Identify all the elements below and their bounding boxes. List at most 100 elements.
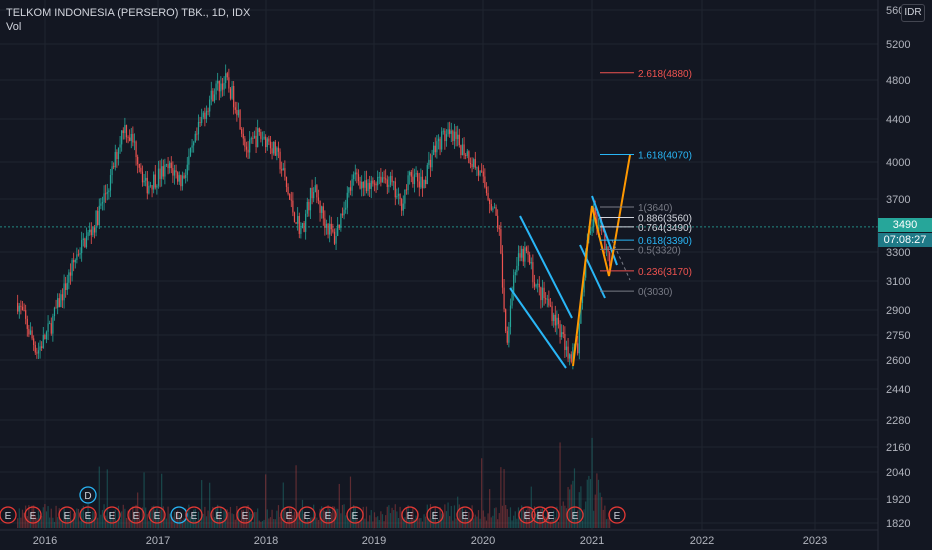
fib-level-label: 0.618(3390) xyxy=(638,236,692,247)
volume-bar xyxy=(522,506,524,528)
candle xyxy=(151,185,153,190)
candle xyxy=(317,197,320,201)
time-tick-label: 2016 xyxy=(33,535,57,547)
candle xyxy=(277,147,280,152)
candle xyxy=(503,287,505,310)
event-marker-label: E xyxy=(216,511,223,522)
candle xyxy=(258,128,260,133)
candle xyxy=(146,177,148,194)
volume-bar xyxy=(593,510,595,528)
price-tick-label: 2040 xyxy=(886,467,910,479)
volume-bar xyxy=(85,519,88,528)
candle xyxy=(450,130,452,134)
candle xyxy=(125,125,128,138)
candle xyxy=(538,283,540,288)
candle xyxy=(81,239,83,254)
candle xyxy=(549,305,552,307)
volume-bar xyxy=(95,516,97,528)
candle xyxy=(497,215,499,228)
volume-bar xyxy=(146,514,148,528)
candle xyxy=(122,130,124,134)
event-marker xyxy=(280,506,298,524)
volume-bar xyxy=(471,505,473,528)
candle xyxy=(378,176,380,178)
volume-bar xyxy=(498,513,500,528)
candle xyxy=(183,175,185,178)
volume-bar xyxy=(385,515,387,528)
event-marker-label: E xyxy=(524,511,531,522)
volume-bar xyxy=(50,508,52,528)
candle xyxy=(127,137,129,139)
volume-bar xyxy=(559,442,561,528)
candle xyxy=(68,272,70,283)
event-marker-label: E xyxy=(325,511,332,522)
volume-bar xyxy=(524,510,526,528)
volume-bar xyxy=(119,518,121,528)
volume-label[interactable]: Vol xyxy=(6,21,22,33)
candle xyxy=(17,302,19,312)
time-tick-label: 2019 xyxy=(362,535,386,547)
candle xyxy=(300,228,302,234)
candle xyxy=(252,138,254,139)
volume-bar xyxy=(404,517,406,528)
volume-bar xyxy=(45,511,48,528)
candle xyxy=(153,174,155,190)
volume-bar xyxy=(266,509,268,528)
candle xyxy=(18,305,20,312)
volume-bar xyxy=(551,520,553,528)
candle xyxy=(44,335,46,340)
volume-bar xyxy=(109,512,112,528)
candle xyxy=(561,332,563,338)
event-markers[interactable]: E E E E E E E D E E E E E E E E E E E E E E ED xyxy=(0,486,626,524)
candle xyxy=(369,182,371,189)
volume-bar xyxy=(289,508,291,528)
candle xyxy=(337,224,339,237)
price-tick-label: 2750 xyxy=(886,330,910,342)
volume-bar xyxy=(458,504,460,528)
volume-bar xyxy=(71,519,73,528)
volume-bar xyxy=(412,507,414,528)
volume-bar xyxy=(169,513,171,528)
volume-bar xyxy=(314,517,316,528)
candle xyxy=(303,222,305,232)
volume-bar xyxy=(508,516,510,528)
time-axis[interactable]: 2016 2017 2018 2019 2020 2021 2022 2023 xyxy=(33,535,827,547)
volume-bar xyxy=(410,512,412,528)
volume-bar xyxy=(241,510,243,528)
candle xyxy=(533,282,536,287)
volume-bar xyxy=(378,520,380,528)
candle xyxy=(410,171,412,177)
candle xyxy=(405,189,408,191)
candle xyxy=(221,83,224,90)
volume-bar xyxy=(337,508,339,528)
candle xyxy=(474,159,476,168)
price-axis[interactable]: 5600520048004400400037003300310029002750… xyxy=(886,5,910,530)
volume-bar xyxy=(66,515,68,528)
symbol-title[interactable]: TELKOM INDONESIA (PERSERO) TBK., 1D, IDX xyxy=(6,7,251,19)
volume-bar xyxy=(138,511,140,528)
candle xyxy=(143,180,145,183)
volume-bar xyxy=(164,513,166,528)
candle xyxy=(25,310,27,319)
volume-bar xyxy=(287,513,289,528)
volume-bar xyxy=(450,505,452,528)
event-marker xyxy=(0,506,17,524)
volume-bar xyxy=(18,508,20,528)
candle xyxy=(109,175,112,191)
candle xyxy=(477,167,480,176)
candle xyxy=(591,227,593,232)
candle xyxy=(471,164,473,168)
candle xyxy=(220,83,222,92)
currency-badge[interactable]: IDR xyxy=(901,4,925,22)
volume-bar xyxy=(300,508,302,528)
event-marker xyxy=(346,506,364,524)
candle xyxy=(271,148,273,154)
candle xyxy=(191,145,193,148)
candle xyxy=(322,206,324,219)
volume-bar xyxy=(373,512,376,528)
event-marker-label: E xyxy=(548,511,555,522)
volume-bar xyxy=(141,507,144,528)
time-tick-label: 2017 xyxy=(146,535,170,547)
volume-bar xyxy=(250,514,252,528)
